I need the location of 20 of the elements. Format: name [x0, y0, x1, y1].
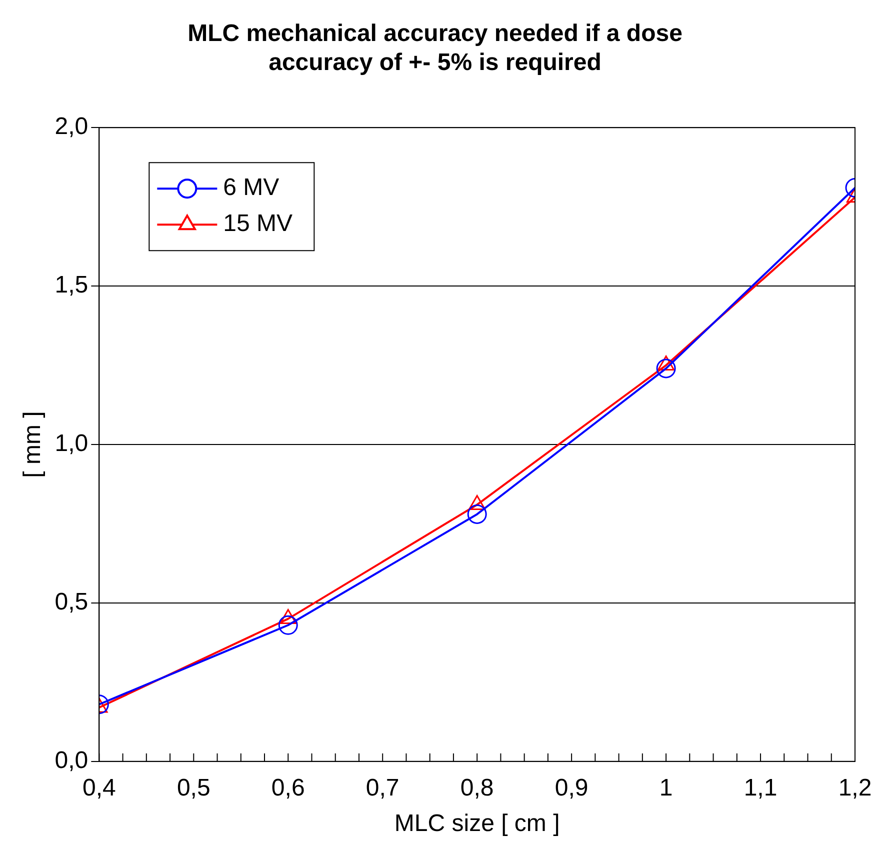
x-tick-label: 0,7: [366, 774, 400, 802]
x-tick-label: 0,5: [176, 774, 210, 802]
legend-label: 6 MV: [223, 174, 280, 202]
y-tick-label: 1,0: [54, 430, 88, 458]
y-tick-label: 0,0: [54, 747, 88, 774]
y-tick-label: 2,0: [54, 113, 88, 140]
x-tick-label: 1,1: [744, 774, 778, 802]
x-tick-label: 1: [659, 774, 673, 802]
x-tick-label: 0,6: [271, 774, 305, 802]
x-tick-label: 1,2: [838, 774, 872, 802]
y-tick-label: 1,5: [54, 272, 88, 299]
x-tick-label: 0,8: [460, 774, 494, 802]
y-tick-label: 0,5: [54, 588, 88, 616]
text: accuracy of +- 5% is required: [268, 48, 602, 76]
legend-label: 15 MV: [223, 210, 293, 238]
x-tick-label: 0,9: [554, 774, 588, 802]
x-tick-label: 0,4: [82, 774, 116, 802]
x-axis-title: MLC size [ cm ]: [394, 810, 560, 838]
y-axis-title: [ mm ]: [19, 411, 46, 478]
text: MLC mechanical accuracy needed if a dose: [188, 20, 682, 48]
